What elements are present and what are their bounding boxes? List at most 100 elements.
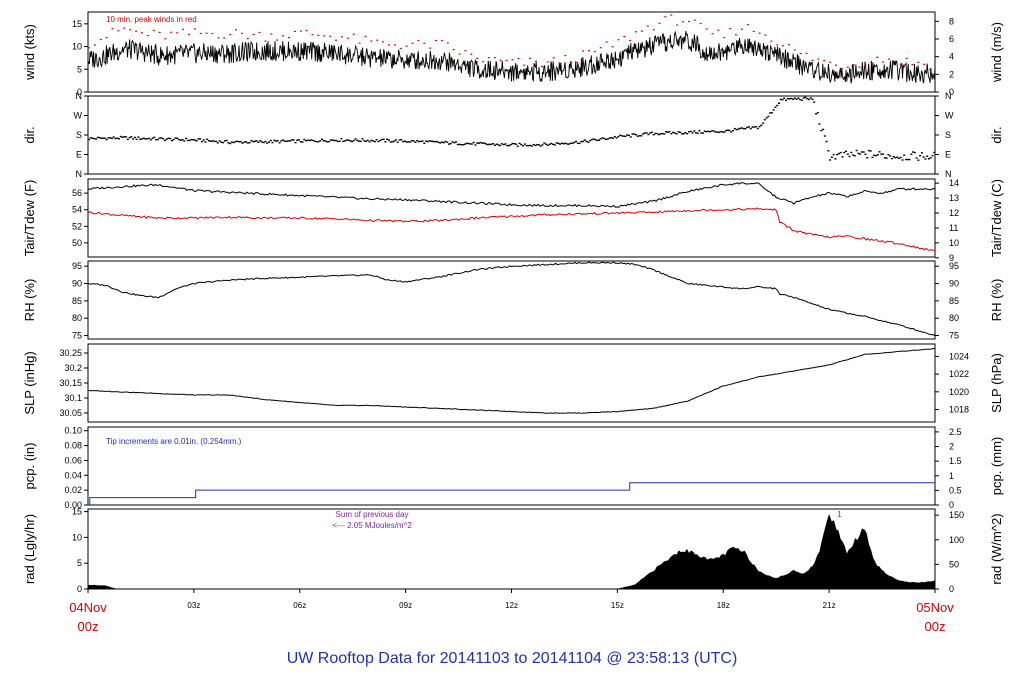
wind-dir-point: [234, 140, 237, 143]
wind-dir-point: [693, 130, 696, 132]
wind-dir-point: [465, 142, 468, 145]
wind-dir-point: [504, 143, 507, 145]
wind-dir-point: [767, 115, 770, 118]
wind-dir-point: [88, 138, 90, 141]
wind-dir-point: [485, 143, 487, 145]
wind-dir-point: [642, 133, 645, 135]
wind-dir-point: [227, 142, 230, 144]
peak-wind-point: [93, 44, 96, 46]
wind-dir-point: [156, 138, 159, 141]
peak-wind-point: [529, 57, 532, 59]
wind-dir-point: [230, 141, 233, 143]
wind-dir-point: [880, 153, 883, 155]
wind-dir-point: [433, 141, 436, 143]
wind-dir-point: [133, 136, 136, 139]
wind-dir-point: [285, 140, 288, 142]
wind-dir-point: [149, 139, 152, 141]
wind-dir-point: [370, 139, 373, 142]
pcp-annotation: Tip increments are 0.01in. (0.254mm.): [106, 437, 242, 446]
peak-wind-point: [417, 39, 420, 42]
wind-dir-point: [905, 158, 907, 161]
peak-wind-point: [793, 49, 796, 51]
y2-tick-label: 150: [949, 510, 964, 520]
wind-dir-point: [220, 141, 223, 143]
y2-tick-label: 1: [949, 471, 954, 481]
wind-dir-point: [310, 139, 313, 141]
wind-dir-point: [200, 140, 203, 143]
wind-dir-point: [506, 144, 509, 147]
wind-dir-point: [705, 130, 708, 133]
wind-dir-point: [239, 141, 242, 143]
wind-dir-point: [255, 140, 258, 142]
wind-dir-point: [626, 134, 629, 136]
peak-wind-point: [340, 36, 343, 38]
y-tick-label: 0.04: [64, 470, 82, 480]
wind-dir-point: [770, 112, 773, 114]
wind-dir-point: [366, 139, 369, 142]
wind-dir-point: [643, 132, 646, 134]
peak-wind-point: [676, 24, 679, 26]
wind-dir-point: [185, 137, 188, 140]
wind-dir-point: [931, 154, 934, 157]
wind-dir-point: [555, 142, 558, 144]
wind-dir-point: [342, 140, 345, 143]
wind-dir-point: [772, 109, 775, 111]
wind-dir-point: [208, 140, 210, 142]
peak-wind-point: [782, 45, 785, 47]
y-axis-label: rad (Lgly/hr): [22, 514, 37, 584]
rad-annotation-line2: <--- 2.05 MJoules/m^2: [332, 521, 412, 530]
wind-dir-point: [753, 126, 756, 128]
y2-tick-label: 14: [949, 178, 959, 188]
y-tick-label: N: [76, 91, 83, 101]
wind-dir-point: [328, 141, 330, 143]
wind-dir-point: [691, 132, 694, 134]
wind-dir-point: [361, 138, 364, 140]
y-tick-label: 0.08: [64, 441, 82, 451]
wind-dir-point: [703, 130, 706, 132]
wind-dir-point: [806, 97, 809, 100]
wind-dir-point: [897, 157, 900, 160]
x-start-time: 00z: [78, 619, 99, 634]
y2-tick-label: 9: [949, 253, 954, 263]
wind-dir-point: [167, 137, 170, 139]
peak-wind-point: [576, 61, 579, 64]
wind-dir-point: [658, 133, 660, 136]
y2-tick-label: 12: [949, 208, 959, 218]
wind-dir-point: [516, 145, 519, 147]
y-tick-label: 10: [72, 532, 82, 542]
series-rad-0: [88, 513, 935, 589]
wind-dir-point: [354, 138, 357, 140]
y-tick-label: 0.06: [64, 455, 82, 465]
wind-dir-point: [116, 137, 119, 139]
wind-dir-point: [550, 142, 553, 145]
wind-dir-point: [582, 140, 585, 143]
wind-dir-point: [446, 141, 449, 143]
wind-dir-point: [695, 132, 697, 134]
wind-dir-point: [700, 132, 703, 134]
wind-dir-point: [746, 126, 749, 129]
wind-dir-point: [269, 139, 272, 142]
wind-dir-point: [594, 139, 597, 141]
y2-tick-label: 0.5: [949, 485, 962, 495]
wind-dir-point: [449, 142, 452, 145]
peak-wind-point: [570, 61, 573, 63]
wind-dir-point: [622, 135, 625, 137]
wind-dir-point: [830, 156, 833, 158]
wind-dir-point: [423, 142, 426, 144]
wind-dir-point: [793, 97, 796, 99]
series-slp-0: [88, 347, 935, 414]
wind-dir-point: [712, 130, 715, 132]
y-axis-label: dir.: [22, 126, 37, 143]
wind-dir-point: [913, 151, 916, 154]
peak-wind-point: [370, 40, 373, 42]
wind-dir-point: [350, 140, 353, 143]
peak-wind-point: [740, 28, 743, 30]
peak-wind-point: [188, 33, 190, 35]
wind-dir-point: [110, 137, 113, 140]
peak-wind-point: [864, 64, 867, 66]
wind-dir-point: [495, 143, 498, 145]
wind-dir-point: [298, 139, 300, 141]
peak-wind-point: [270, 33, 273, 35]
wind-dir-point: [811, 98, 814, 100]
